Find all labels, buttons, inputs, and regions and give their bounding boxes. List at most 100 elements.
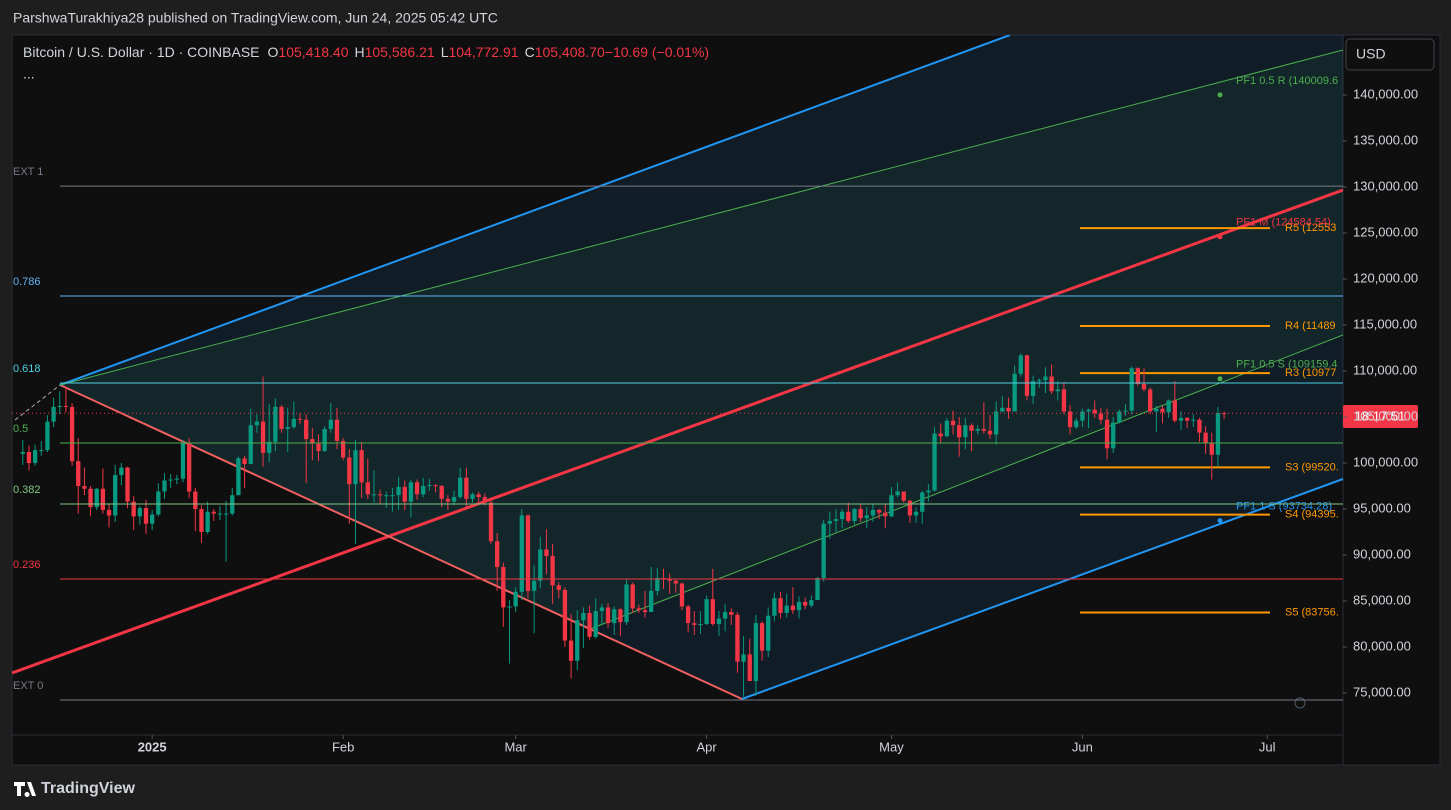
candle-body	[864, 515, 869, 519]
pitchfork-label: PF1 M (124584.54)	[1236, 217, 1331, 229]
candle-body	[661, 578, 666, 580]
candle-body	[679, 583, 685, 607]
candle-body	[1074, 420, 1079, 428]
candle-body	[20, 451, 25, 454]
candle-body	[260, 421, 266, 453]
candle-body	[987, 430, 993, 435]
x-tick-label: Jul	[1259, 739, 1276, 754]
y-tick-label: 105,000.00	[1353, 408, 1418, 423]
candle-body	[1123, 410, 1128, 412]
candle-body	[833, 519, 839, 521]
fib-label: 0.382	[13, 484, 41, 496]
candle-body	[1111, 422, 1116, 449]
candle-body	[340, 440, 346, 458]
candle-body	[575, 620, 580, 661]
candle-body	[538, 549, 543, 581]
candle-body	[1172, 400, 1177, 421]
candle-body	[957, 425, 962, 438]
upper-line	[59, 35, 1011, 386]
candle-body	[704, 599, 709, 625]
currency-button[interactable]	[1345, 38, 1435, 71]
pivot-label: S5 (83756.	[1285, 606, 1339, 618]
candle-body	[488, 502, 494, 542]
candle-body	[402, 486, 407, 502]
candle-body	[766, 615, 771, 651]
candle-body	[1184, 417, 1190, 421]
candle-body	[913, 511, 919, 516]
candle-body	[846, 511, 851, 521]
candle-body	[1012, 373, 1017, 412]
candle-body	[519, 515, 524, 592]
pitchfork-label: PF1 0.5 R (140009.6	[1236, 75, 1338, 87]
candle-body	[759, 623, 765, 651]
candle-body	[1209, 442, 1214, 455]
more-button[interactable]: ...	[23, 66, 35, 82]
candle-body	[587, 612, 592, 637]
candle-body	[729, 612, 734, 615]
legend-value: 104,772.91	[448, 44, 518, 60]
candle-body	[556, 585, 561, 590]
candle-body	[100, 488, 106, 510]
pitchfork-fill	[60, 50, 1343, 629]
candle-body	[994, 411, 999, 435]
candle-body	[445, 498, 451, 502]
candle-body	[371, 494, 377, 496]
candle-body	[291, 418, 297, 428]
y-tick-label: 140,000.00	[1353, 86, 1418, 101]
candle-body	[1104, 419, 1110, 449]
candle-body	[125, 467, 130, 502]
candle-body	[495, 541, 500, 567]
candle-body	[199, 509, 204, 533]
candle-body	[1018, 355, 1023, 374]
candle-body	[544, 549, 549, 556]
candle-body	[513, 591, 518, 607]
legend-key: C	[525, 44, 535, 60]
y-tick-label: 125,000.00	[1353, 224, 1418, 239]
watermark-icon	[1294, 697, 1306, 709]
candle-body	[482, 497, 487, 503]
candle-body	[347, 457, 352, 485]
candle-body	[605, 607, 611, 624]
candle-body	[932, 433, 937, 491]
candle-body	[223, 513, 229, 515]
candle-body	[636, 608, 642, 611]
candle-body	[359, 450, 364, 483]
candle-body	[1000, 407, 1005, 412]
candle-body	[1092, 409, 1097, 414]
countdown-box	[1343, 405, 1418, 428]
legend-value: 105,418.40	[278, 44, 348, 60]
legend-key: L	[441, 44, 449, 60]
candle-body	[119, 467, 124, 475]
pitchfork-handle	[59, 384, 743, 700]
candle-body	[57, 405, 62, 407]
candle-body	[784, 605, 789, 613]
candle-body	[673, 580, 678, 584]
candle-body	[839, 511, 845, 520]
y-tick-label: 130,000.00	[1353, 178, 1418, 193]
candle-body	[1043, 376, 1048, 381]
legend-value: 105,586.21	[365, 44, 435, 60]
candle-body	[1030, 381, 1036, 396]
candle-body	[593, 611, 598, 637]
currency-label[interactable]: USD	[1356, 46, 1386, 62]
candle-body	[809, 600, 814, 606]
candle-body	[88, 488, 93, 508]
candle-body	[698, 624, 703, 626]
candle-body	[895, 491, 900, 496]
candle-body	[710, 599, 715, 625]
candle-body	[156, 491, 161, 515]
candle-body	[722, 612, 728, 619]
legend-value: 105,408.70	[535, 44, 605, 60]
candle-body	[1197, 419, 1202, 433]
candle-body	[267, 441, 272, 453]
candle-body	[803, 601, 808, 606]
candle-body	[106, 509, 112, 516]
byline: ParshwaTurakhiya28 published on TradingV…	[13, 10, 498, 26]
candle-body	[1098, 413, 1104, 420]
candle-body	[353, 450, 358, 485]
candle-body	[969, 425, 974, 431]
candle-body	[926, 490, 931, 493]
pitchfork-point	[1217, 518, 1223, 524]
x-tick-label: 2025	[138, 739, 167, 754]
plot: R5 (12553 R4 (11489 R3 (10977 S3 (99520. S4 …	[12, 75, 1343, 697]
